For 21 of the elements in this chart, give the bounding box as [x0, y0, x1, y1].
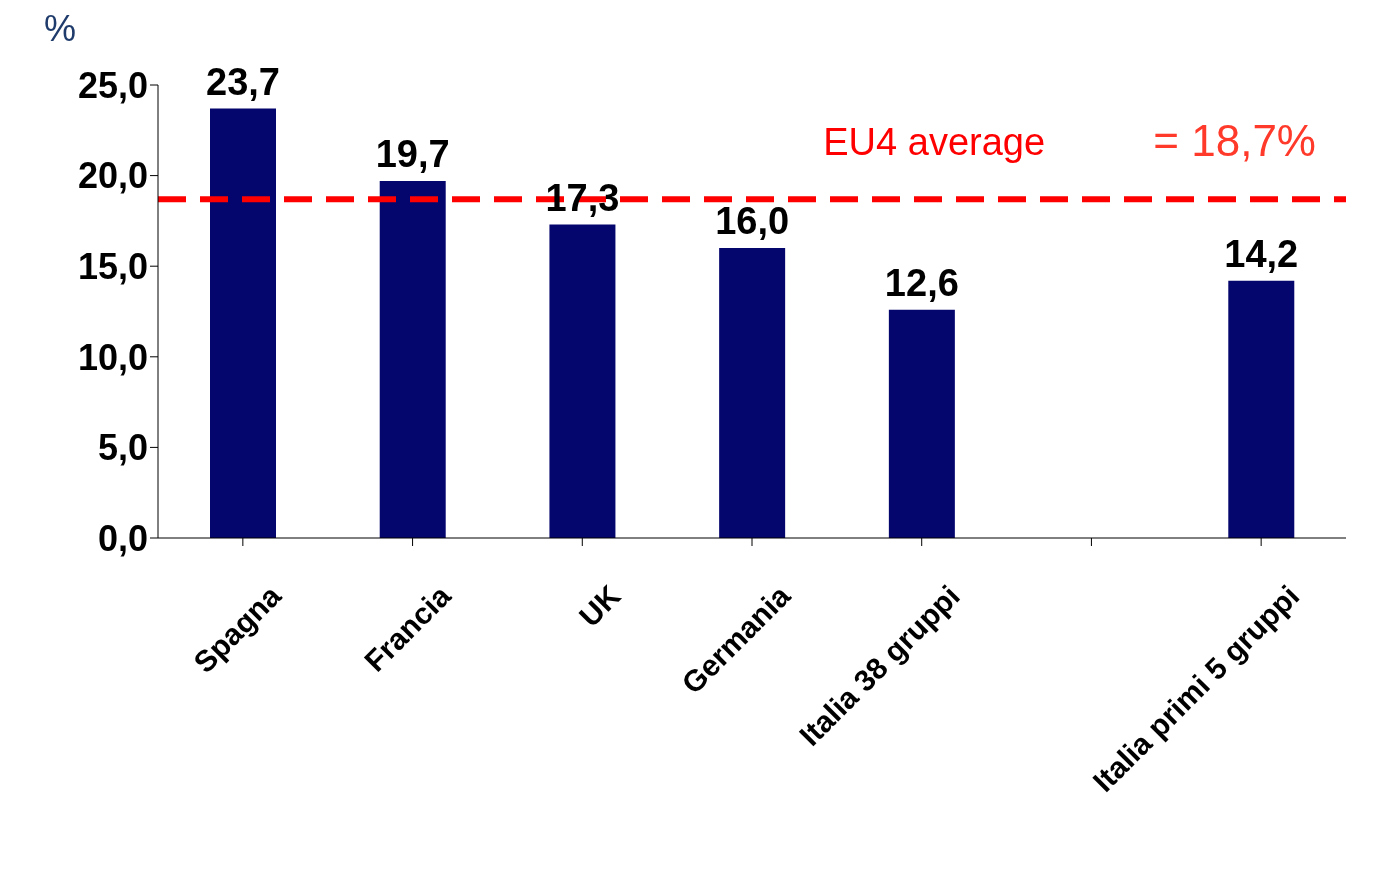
bar — [1228, 280, 1295, 538]
y-axis-title: % — [44, 8, 77, 50]
data-label: 12,6 — [884, 261, 959, 304]
data-label: 14,2 — [1224, 232, 1299, 275]
y-tick-label: 5,0 — [97, 427, 148, 469]
y-tick-label: 0,0 — [97, 517, 148, 559]
bar — [719, 248, 786, 538]
data-label: 16,0 — [715, 200, 790, 243]
data-label: 19,7 — [375, 133, 450, 176]
bar — [888, 309, 955, 538]
data-label: 23,7 — [206, 60, 280, 103]
bar — [549, 224, 616, 538]
y-tick-label: 15,0 — [77, 245, 148, 287]
y-tick-label: 10,0 — [77, 336, 148, 378]
bar — [379, 181, 446, 538]
annotation: = 18,7% — [1153, 116, 1316, 166]
x-tick-label: UK — [572, 578, 627, 633]
y-tick-label: 25,0 — [77, 64, 148, 106]
ref-line-label: EU4 average — [823, 121, 1046, 164]
y-tick-label: 20,0 — [77, 155, 148, 197]
bar — [210, 108, 276, 538]
